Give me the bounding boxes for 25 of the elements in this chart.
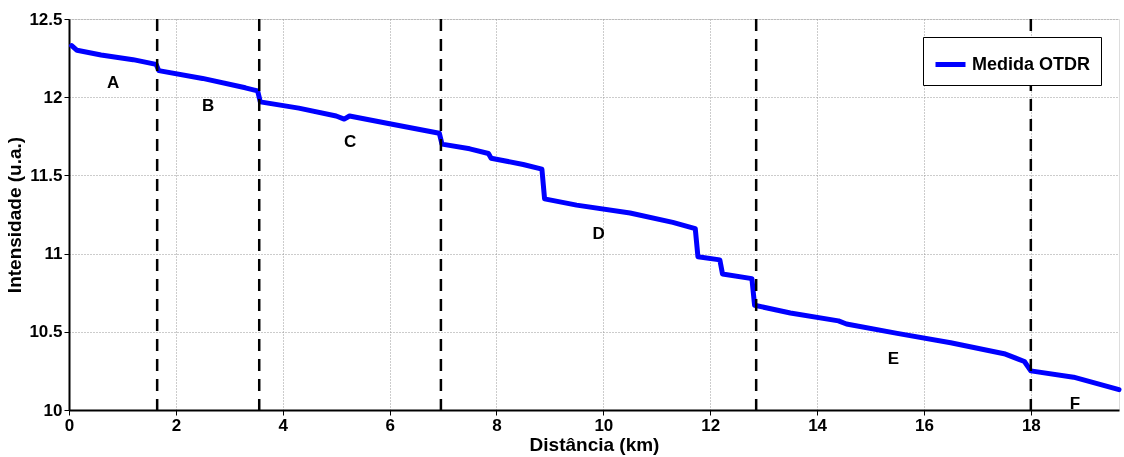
x-tick-label: 10 <box>594 415 614 435</box>
y-tick-label: 11 <box>44 244 63 264</box>
x-tick-label: 6 <box>385 415 395 435</box>
x-tick-label: 4 <box>278 415 289 435</box>
annotation: C <box>343 132 357 152</box>
y-axis-title: Intensidade (u.a.) <box>4 136 26 294</box>
x-tick-label: 0 <box>64 415 75 435</box>
annotation: F <box>1069 393 1081 413</box>
x-tick-label: 2 <box>171 415 182 435</box>
x-tick-label: 14 <box>808 415 828 435</box>
x-tick-label: 8 <box>492 415 502 435</box>
x-tick-label: 12 <box>701 415 721 435</box>
annotation: B <box>202 95 215 115</box>
y-tick-label: 12.5 <box>29 9 63 29</box>
x-tick-label: 18 <box>1021 415 1041 435</box>
annotation: D <box>592 224 605 244</box>
y-tick-label: 12 <box>43 87 63 107</box>
legend-label: Medida OTDR <box>972 53 1091 74</box>
y-tick-label: 10.5 <box>29 322 63 342</box>
annotation: A <box>106 72 120 92</box>
x-axis-title: Distância (km) <box>529 433 660 455</box>
x-tick-label: 16 <box>915 415 934 435</box>
y-tick-label: 11.5 <box>30 165 63 185</box>
y-tick-label: 10 <box>43 400 63 420</box>
annotation: E <box>887 348 900 368</box>
